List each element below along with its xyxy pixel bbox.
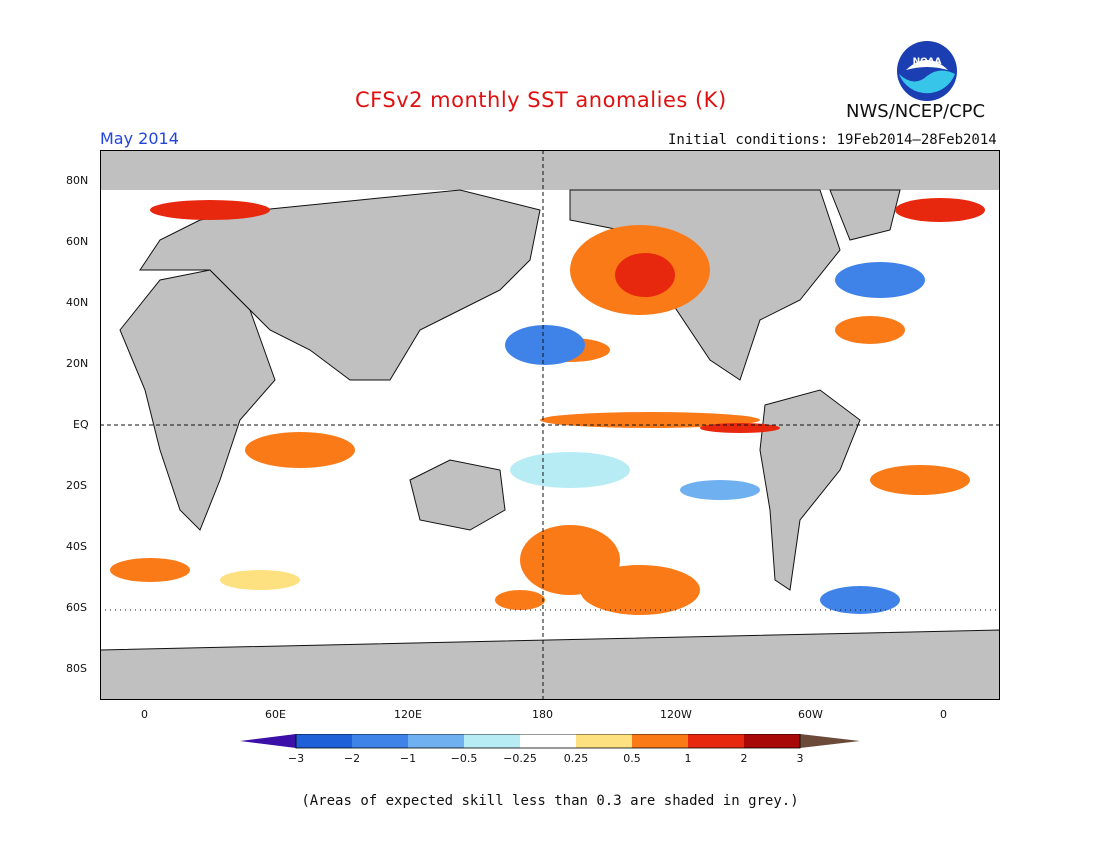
colorbar <box>240 734 860 749</box>
colorbar-swatch <box>688 734 744 748</box>
lon-label: 0 <box>940 708 947 721</box>
colorbar-label: −0.25 <box>503 752 537 765</box>
colorbar-frame <box>295 734 801 749</box>
noaa-logo: NOAA <box>897 41 957 101</box>
colorbar-swatch <box>408 734 464 748</box>
noaa-logo-text: NOAA <box>913 57 942 67</box>
lat-label: 40N <box>66 296 89 309</box>
colorbar-swatch <box>520 734 576 748</box>
lon-label: 120W <box>660 708 692 721</box>
colorbar-label: −3 <box>287 752 305 765</box>
lat-label: 60S <box>66 601 87 614</box>
chart-title: CFSv2 monthly SST anomalies (K) <box>355 88 727 112</box>
colorbar-swatch <box>352 734 408 748</box>
colorbar-swatch <box>744 734 800 748</box>
lat-label: 40S <box>66 540 87 553</box>
colorbar-label: 0.25 <box>563 752 589 765</box>
lon-label: 0 <box>141 708 148 721</box>
colorbar-label: −1 <box>399 752 417 765</box>
lat-label: 20S <box>66 479 87 492</box>
sst-anomaly-patches <box>110 198 985 615</box>
colorbar-label: 2 <box>740 752 748 765</box>
colorbar-label: 3 <box>796 752 804 765</box>
lon-label: 60W <box>798 708 823 721</box>
lon-label: 60E <box>265 708 286 721</box>
forecast-month: May 2014 <box>100 129 179 148</box>
colorbar-over-triangle <box>800 734 860 748</box>
colorbar-label: −0.5 <box>450 752 478 765</box>
colorbar-swatch <box>576 734 632 748</box>
lat-label: 80N <box>66 174 89 187</box>
lon-label: 180 <box>532 708 553 721</box>
colorbar-swatch <box>296 734 352 748</box>
lat-label: 20N <box>66 357 89 370</box>
colorbar-under-triangle <box>240 734 296 748</box>
colorbar-label: −2 <box>343 752 361 765</box>
colorbar-swatch <box>464 734 520 748</box>
initial-conditions: Initial conditions: 19Feb2014–28Feb2014 <box>668 132 997 148</box>
sst-anomaly-map <box>100 150 1000 700</box>
lat-label: EQ <box>73 418 89 431</box>
colorbar-swatch <box>632 734 688 748</box>
lat-label: 80S <box>66 662 87 675</box>
skill-note: (Areas of expected skill less than 0.3 a… <box>301 793 799 809</box>
colorbar-label: 1 <box>684 752 692 765</box>
agency-label: NWS/NCEP/CPC <box>846 101 986 122</box>
lat-label: 60N <box>66 235 89 248</box>
colorbar-label: 0.5 <box>623 752 641 765</box>
lon-label: 120E <box>394 708 422 721</box>
